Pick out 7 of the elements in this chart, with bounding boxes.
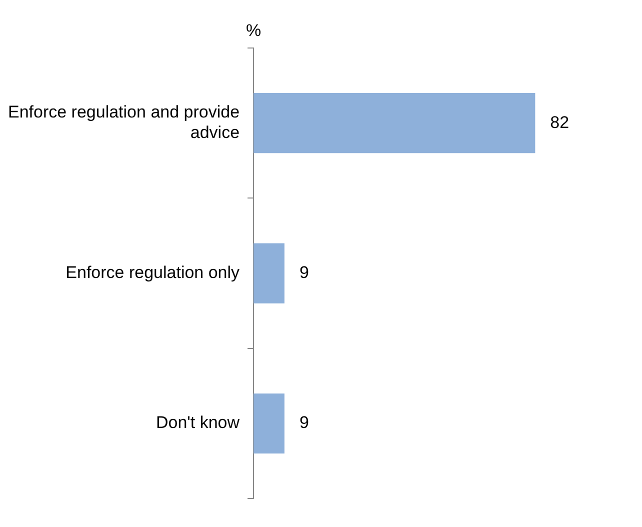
data-label: 9 xyxy=(299,262,309,282)
y-tick-label: Enforce regulation and provide advice xyxy=(8,102,240,142)
data-label: 82 xyxy=(550,112,570,132)
y-tick-label: Don't know xyxy=(156,413,240,432)
data-label: 9 xyxy=(299,413,309,432)
x-axis-title: % xyxy=(246,21,262,40)
y-tick-label: Enforce regulation only xyxy=(66,262,240,282)
